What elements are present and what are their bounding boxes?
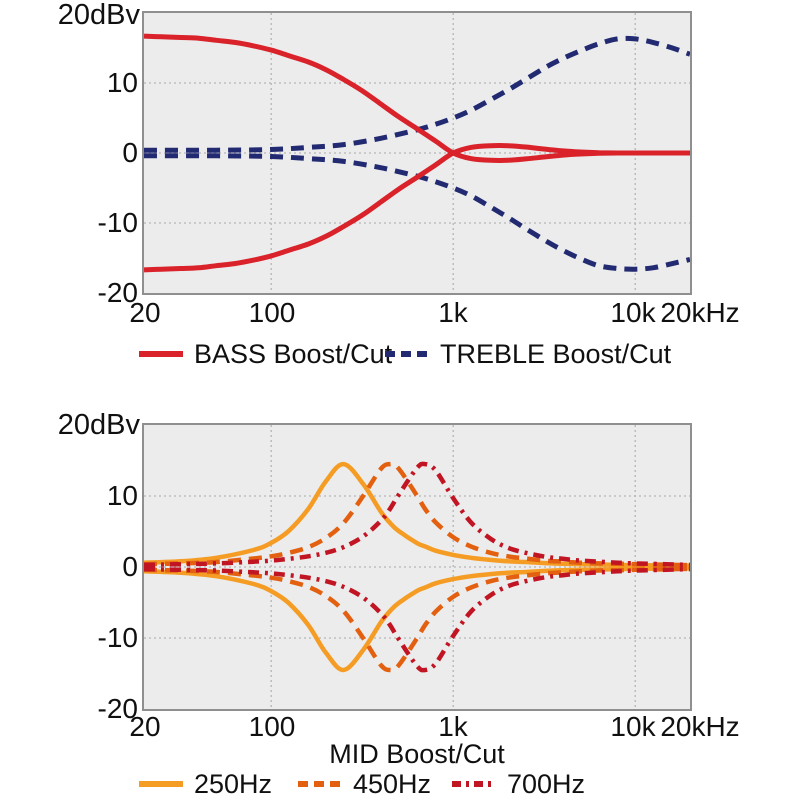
y-tick-label: -20 [97,277,138,308]
y-tick-label: -10 [97,622,138,653]
mid-700-line-swatch [452,781,496,787]
x-tick-label: 10k [610,711,656,742]
y-tick-label: 10 [106,480,138,511]
legend-item-treble: TREBLE Boost/Cut [384,340,671,368]
legend-item-250hz: 250Hz [138,770,272,798]
x-tick-label: 10k [610,297,656,328]
y-tick-label: -20 [97,693,138,724]
legend-item-450hz: 450Hz [297,770,431,798]
x-tick-label: 1k [438,711,468,742]
x-tick-label: 20kHz [660,297,740,328]
x-tick-label: 100 [248,711,296,742]
x-tick-label: 20 [129,711,161,742]
treble-line-swatch [385,351,429,357]
legend-item-bass: BASS Boost/Cut [138,340,392,368]
bass-treble-plot-area [142,11,692,295]
bass-line-swatch [139,351,183,357]
y-tick-label: 10 [106,67,138,98]
mid-250-line-swatch [139,781,183,787]
y-tick-label: -10 [97,207,138,238]
legend-label-700hz: 700Hz [507,769,586,799]
x-tick-label: 20 [129,297,161,328]
x-tick-label: 100 [248,297,296,328]
y-tick-label: 0 [122,137,138,168]
mid-450-line-swatch [298,781,342,787]
x-axis-title: MID Boost/Cut [329,739,505,769]
legend-label-450hz: 450Hz [353,769,432,799]
legend-label-250hz: 250Hz [194,769,273,799]
legend-label-bass: BASS Boost/Cut [194,339,393,369]
legend-label-treble: TREBLE Boost/Cut [440,339,672,369]
y-axis-unit-label: 20dBv [57,0,140,31]
y-tick-label: 0 [122,551,138,582]
y-axis-unit-label: 20dBv [57,409,140,441]
legend-item-700hz: 700Hz [451,770,585,798]
x-tick-label: 1k [438,297,468,328]
mid-plot-area [142,423,692,711]
x-tick-label: 20kHz [660,711,740,742]
